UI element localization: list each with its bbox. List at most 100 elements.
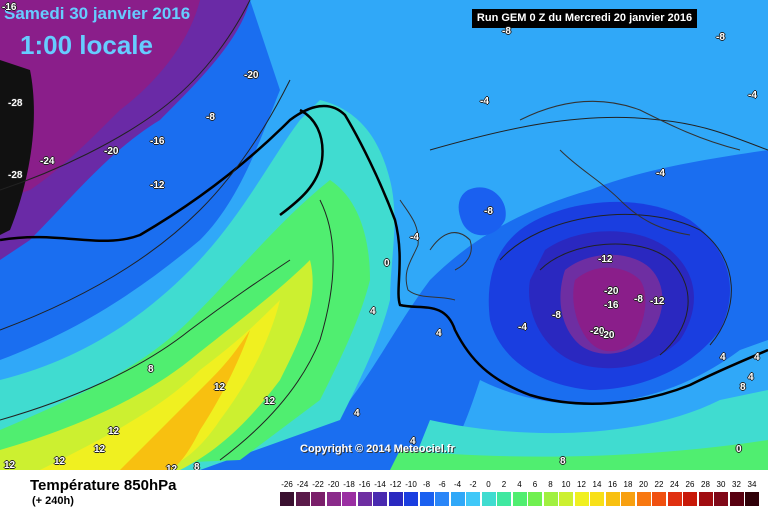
isotherm-label: -8 (634, 294, 643, 305)
legend-color-swatch (621, 492, 636, 506)
isotherm-label: -20 (590, 326, 605, 337)
legend-tick-label: 12 (577, 480, 586, 489)
legend-color-swatch (667, 492, 683, 506)
legend-tick-label: 24 (670, 480, 679, 489)
temperature-map: Samedi 30 janvier 2016 1:00 locale Run G… (0, 0, 768, 470)
isotherm-label: -4 (518, 322, 527, 333)
legend-color-swatch (605, 492, 621, 506)
legend-color-swatch (466, 492, 481, 506)
legend-tick-label: 26 (685, 480, 695, 489)
isotherm-label: -8 (484, 206, 493, 217)
isotherm-label: -4 (748, 90, 757, 101)
isotherm-label: -20 (244, 70, 259, 81)
isotherm-label: 4 (436, 328, 442, 339)
legend-tick-label: 34 (747, 480, 757, 489)
legend-color-swatch (481, 492, 497, 506)
legend-color-swatch (311, 492, 326, 506)
isotherm-label: 8 (740, 382, 746, 393)
isotherm-label: -8 (716, 32, 725, 43)
legend-color-swatch (280, 492, 295, 506)
legend-tick-label: -10 (405, 480, 417, 489)
isotherm-label: -24 (40, 156, 55, 167)
legend-color-swatch (745, 492, 760, 506)
legend-tick-label: -26 (281, 480, 293, 489)
legend-color-swatch (342, 492, 357, 506)
forecast-horizon: (+ 240h) (32, 495, 74, 507)
map-canvas (0, 0, 768, 470)
legend-color-swatch (574, 492, 590, 506)
legend-tick-label: 16 (608, 480, 617, 489)
legend-tick-label: -18 (343, 480, 355, 489)
legend-color-swatch (636, 492, 652, 506)
isotherm-label: 4 (754, 352, 760, 363)
isotherm-label: -28 (8, 170, 23, 181)
isotherm-label: 12 (94, 444, 106, 455)
isotherm-label: -12 (650, 296, 665, 307)
isotherm-label: 12 (108, 426, 120, 437)
isotherm-label: 12 (54, 456, 66, 467)
legend-tick-label: 28 (701, 480, 710, 489)
legend-tick-label: 2 (501, 480, 507, 489)
legend-color-swatch (357, 492, 373, 506)
legend-color-swatch (404, 492, 419, 506)
isotherm-label: -8 (502, 26, 511, 37)
isotherm-label: 4 (410, 436, 416, 447)
legend-color-swatch (714, 492, 729, 506)
legend-tick-label: 14 (592, 480, 602, 489)
legend-tick-label: -22 (312, 480, 324, 489)
legend-color-swatch (559, 492, 574, 506)
isotherm-label: 12 (264, 396, 276, 407)
isotherm-label: 12 (214, 382, 226, 393)
legend-color-swatch (326, 492, 342, 506)
model-run-info: Run GEM 0 Z du Mercredi 20 janvier 2016 (472, 9, 697, 28)
isotherm-label: -4 (656, 168, 665, 179)
isotherm-label: -16 (604, 300, 619, 311)
isotherm-label: 12 (166, 464, 178, 470)
isotherm-label: -20 (104, 146, 119, 157)
isotherm-label: -12 (598, 254, 613, 265)
forecast-date-title: Samedi 30 janvier 2016 (4, 4, 191, 23)
isotherm-label: -4 (410, 232, 419, 243)
local-time-label: 1:00 locale (20, 30, 153, 60)
legend-tick-label: 30 (716, 480, 726, 489)
isotherm-label: -8 (206, 112, 215, 123)
legend-color-swatch (729, 492, 745, 506)
legend-tick-label: 0 (486, 480, 491, 489)
isotherm-label: 0 (384, 258, 390, 269)
isotherm-label: 12 (4, 460, 16, 470)
isotherm-label: -20 (604, 286, 619, 297)
legend-color-swatch (388, 492, 404, 506)
legend-tick-label: -12 (389, 480, 402, 489)
legend-color-swatch (497, 492, 512, 506)
isotherm-label: -12 (150, 180, 165, 191)
legend-color-swatch (652, 492, 667, 506)
legend-tick-label: -16 (358, 480, 371, 489)
legend-tick-label: 10 (561, 480, 571, 489)
isotherm-label: 4 (354, 408, 360, 419)
legend-tick-label: -20 (327, 480, 340, 489)
legend-tick-label: -14 (374, 480, 386, 489)
isotherm-label: -28 (8, 98, 23, 109)
isotherm-label: 4 (370, 306, 376, 317)
legend-tick-label: 6 (532, 480, 538, 489)
legend-color-swatch (419, 492, 435, 506)
legend-color-swatch (590, 492, 605, 506)
legend-color-swatch (435, 492, 450, 506)
legend-color-swatch (698, 492, 714, 506)
legend-tick-label: -8 (422, 480, 431, 489)
legend-color-swatch (295, 492, 311, 506)
isotherm-label: -16 (2, 2, 17, 13)
legend-tick-label: -2 (469, 480, 477, 489)
legend-tick-label: -24 (296, 480, 309, 489)
isotherm-label: -8 (552, 310, 561, 321)
footer-bar: Température 850hPa (+ 240h) -26 -24 -22 -20… (0, 470, 768, 512)
isotherm-label: -4 (480, 96, 489, 107)
legend-color-swatch (683, 492, 698, 506)
legend-tick-label: 20 (639, 480, 648, 489)
isotherm-label: 8 (194, 462, 200, 470)
legend-tick-label: 32 (732, 480, 741, 489)
isotherm-label: 4 (748, 372, 754, 383)
legend-tick-label: -6 (438, 480, 446, 489)
variable-title: Température 850hPa (30, 477, 177, 494)
legend-tick-label: -4 (453, 480, 462, 489)
